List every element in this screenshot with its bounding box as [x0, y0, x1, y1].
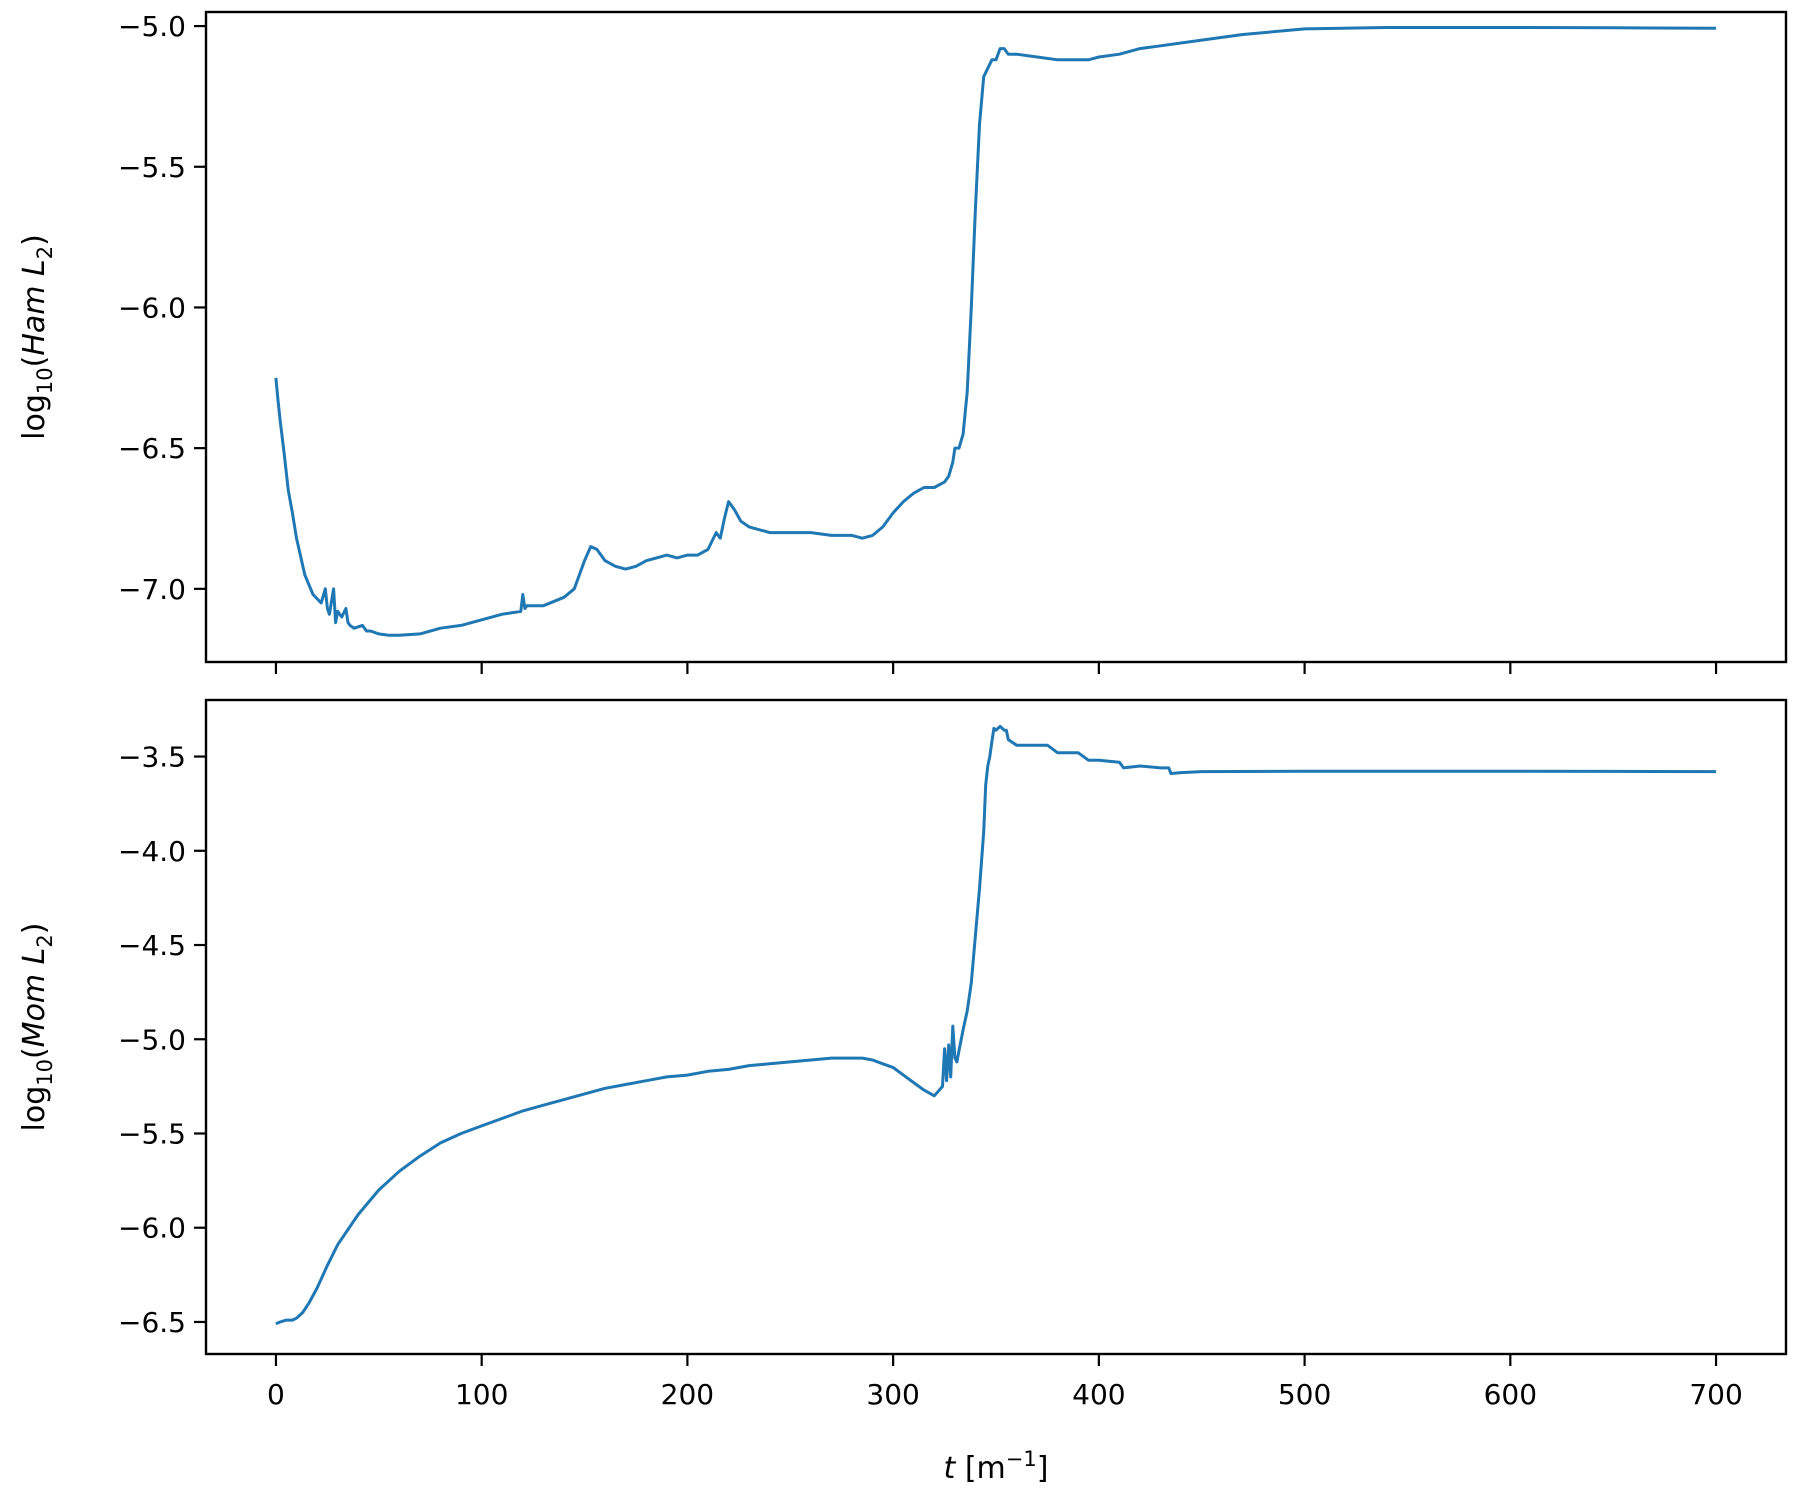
y-tick-label: −5.5 — [118, 1117, 186, 1150]
chart-panel-hamiltonian: −7.0 −6.5 −6.0 −5.5 −5.0 log10(Ham L2) — [17, 10, 1788, 674]
axes-frame — [204, 10, 1788, 664]
y-tick-label: −6.5 — [118, 432, 186, 465]
y-tick-label: −4.5 — [118, 929, 186, 962]
y-axis-label: log10(Mom L2) — [17, 923, 57, 1132]
x-ticks — [274, 662, 1718, 674]
x-tick-label: 200 — [661, 1378, 714, 1411]
chart-panel-momentum: 0 100 200 300 400 500 600 700 −6.5−6.0−5.5−5.0−… — [17, 698, 1788, 1486]
y-tick-label: −5.0 — [118, 10, 186, 43]
y-tick-label: −7.0 — [118, 573, 186, 606]
y-tick-label: −6.0 — [118, 291, 186, 324]
x-ticks: 0 100 200 300 400 500 600 700 — [267, 1354, 1743, 1411]
series-line — [274, 26, 1717, 637]
y-tick-label: −3.5 — [118, 741, 186, 774]
y-ticks: −7.0 −6.5 −6.0 −5.5 −5.0 — [118, 10, 206, 606]
x-tick-label: 0 — [267, 1378, 285, 1411]
plot-area — [274, 26, 1717, 637]
y-tick-label: −6.0 — [118, 1212, 186, 1245]
y-tick-label: −5.5 — [118, 151, 186, 184]
plot-area — [275, 724, 1717, 1326]
x-axis-label: t [m−1] — [944, 1447, 1049, 1486]
y-tick-label: −6.5 — [118, 1306, 186, 1339]
x-tick-label: 500 — [1278, 1378, 1331, 1411]
series-line — [275, 724, 1717, 1326]
y-axis-label: log10(Ham L2) — [17, 234, 57, 440]
x-tick-label: 400 — [1072, 1378, 1125, 1411]
y-ticks: −6.5 −6.0 −5.5 −5.0 −4.5 −4.0 −3.5 — [118, 741, 206, 1339]
y-tick-label: −5.0 — [118, 1023, 186, 1056]
y-tick-label: −4.0 — [118, 835, 186, 868]
x-tick-label: 700 — [1689, 1378, 1742, 1411]
x-tick-label: 100 — [455, 1378, 508, 1411]
axes-frame — [204, 698, 1788, 1356]
x-tick-label: 300 — [866, 1378, 919, 1411]
x-tick-label: 600 — [1484, 1378, 1537, 1411]
